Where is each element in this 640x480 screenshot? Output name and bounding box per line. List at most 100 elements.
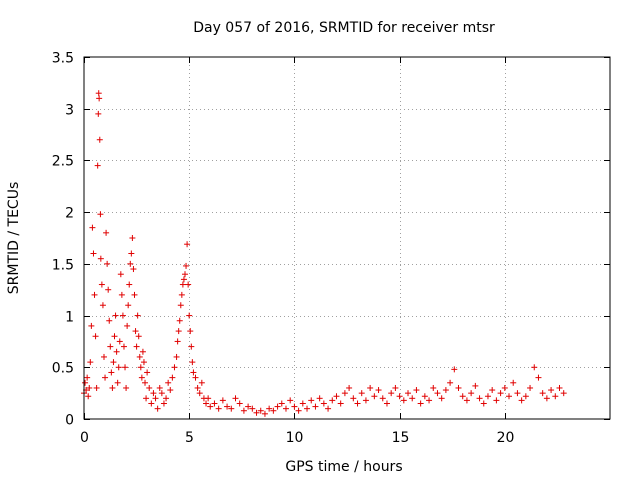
data-point — [100, 353, 107, 360]
data-point — [552, 393, 559, 400]
data-point — [140, 359, 147, 366]
data-point — [299, 400, 306, 407]
data-point — [434, 390, 441, 397]
data-point — [115, 364, 122, 371]
data-point — [176, 317, 183, 324]
data-point — [152, 395, 159, 402]
y-tick-label: 2.5 — [52, 154, 74, 170]
data-point — [282, 405, 289, 412]
data-point — [139, 348, 146, 355]
data-point — [371, 393, 378, 400]
data-point — [148, 400, 155, 407]
data-point — [109, 384, 116, 391]
data-point — [178, 291, 185, 298]
data-point — [493, 397, 500, 404]
data-point — [358, 390, 365, 397]
data-point — [165, 379, 172, 386]
data-point — [459, 393, 466, 400]
data-point — [117, 271, 124, 278]
data-point — [133, 343, 140, 350]
data-point — [160, 400, 167, 407]
data-point — [396, 393, 403, 400]
data-point — [128, 250, 135, 257]
data-point — [82, 379, 89, 386]
data-point — [102, 374, 109, 381]
data-point — [112, 312, 119, 319]
data-point — [451, 366, 458, 373]
data-point — [124, 322, 131, 329]
data-point — [92, 333, 99, 340]
data-point — [106, 317, 113, 324]
data-point — [329, 397, 336, 404]
data-point — [438, 395, 445, 402]
data-point — [257, 407, 264, 414]
data-point — [175, 328, 182, 335]
data-point — [430, 384, 437, 391]
data-point — [144, 369, 151, 376]
data-point — [184, 241, 191, 248]
data-point — [132, 328, 139, 335]
data-point — [304, 405, 311, 412]
data-point — [421, 393, 428, 400]
data-point — [367, 384, 374, 391]
data-point — [346, 384, 353, 391]
y-tick-label: 0.5 — [52, 361, 74, 377]
data-point — [174, 338, 181, 345]
data-point — [169, 374, 176, 381]
data-point — [98, 281, 105, 288]
data-point — [187, 328, 194, 335]
data-point — [97, 255, 104, 262]
data-point — [88, 322, 95, 329]
data-point — [400, 397, 407, 404]
y-tick-label: 1.5 — [52, 258, 74, 274]
data-point — [518, 397, 525, 404]
data-point — [417, 400, 424, 407]
data-point — [189, 359, 196, 366]
data-point — [548, 387, 555, 394]
data-point — [97, 211, 104, 218]
data-point — [354, 400, 361, 407]
data-point — [320, 400, 327, 407]
data-point — [84, 374, 91, 381]
data-point — [163, 395, 170, 402]
data-point — [249, 405, 256, 412]
data-point — [270, 407, 277, 414]
data-point — [138, 374, 145, 381]
x-tick-label: 0 — [80, 430, 89, 446]
data-point — [188, 343, 195, 350]
data-point — [177, 302, 184, 309]
data-point — [146, 384, 153, 391]
data-point — [337, 400, 344, 407]
data-point — [118, 291, 125, 298]
data-point — [136, 353, 143, 360]
data-point — [131, 291, 138, 298]
data-point — [501, 384, 508, 391]
data-point — [119, 312, 126, 319]
data-point — [126, 281, 133, 288]
data-point — [236, 400, 243, 407]
data-point — [362, 397, 369, 404]
data-point — [89, 224, 96, 231]
data-point — [86, 384, 93, 391]
data-point — [312, 403, 319, 410]
data-point — [194, 384, 201, 391]
data-point — [103, 229, 110, 236]
plot-frame — [83, 56, 611, 420]
data-point — [113, 348, 120, 355]
data-point — [405, 390, 412, 397]
y-tick-label: 2 — [65, 206, 74, 222]
data-point — [219, 397, 226, 404]
data-point — [185, 281, 192, 288]
data-point — [104, 260, 111, 267]
data-point — [308, 397, 315, 404]
data-point — [125, 302, 132, 309]
data-point — [156, 384, 163, 391]
data-point — [476, 395, 483, 402]
data-point — [316, 395, 323, 402]
data-point — [93, 384, 100, 391]
data-point — [94, 162, 101, 169]
data-point — [253, 409, 260, 416]
data-point — [143, 395, 150, 402]
data-point — [278, 400, 285, 407]
data-point — [123, 384, 130, 391]
